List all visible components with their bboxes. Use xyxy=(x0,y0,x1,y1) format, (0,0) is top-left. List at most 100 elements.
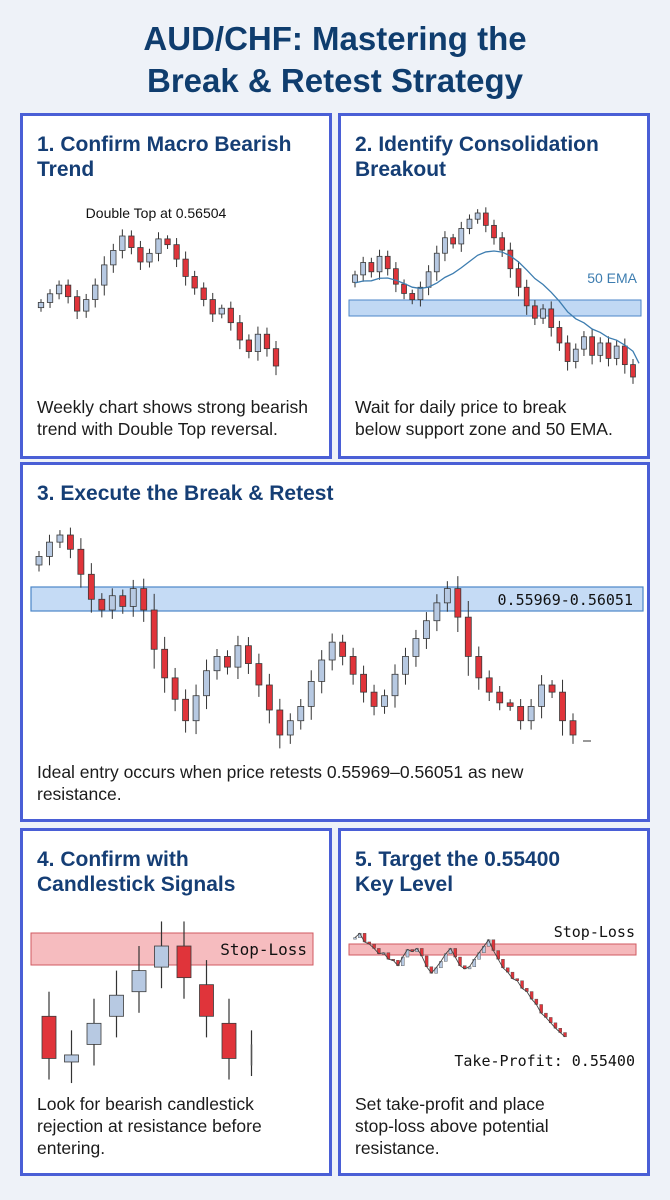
bearish-candle xyxy=(454,588,462,618)
bearish-candle xyxy=(450,237,456,245)
page-title: AUD/CHF: Mastering the Break & Retest St… xyxy=(0,18,670,102)
bullish-candle xyxy=(376,255,383,273)
panel-title-line: Breakout xyxy=(355,158,447,181)
bullish-candle xyxy=(458,228,465,245)
page-title-line2: Break & Retest Strategy xyxy=(147,62,523,99)
bullish-candle xyxy=(572,348,579,362)
bearish-candle xyxy=(65,284,72,298)
bullish-candle xyxy=(353,937,357,940)
bearish-candle xyxy=(182,258,189,277)
bearish-candle xyxy=(621,345,628,366)
bullish-candle xyxy=(328,641,336,661)
bearish-candle xyxy=(191,276,198,289)
bearish-candle xyxy=(67,534,74,550)
ema-label: 50 EMA xyxy=(587,270,637,286)
panel-description: Ideal entry occurs when price retests 0.… xyxy=(37,761,635,805)
double-top-label: Double Top at 0.56504 xyxy=(86,205,227,221)
bullish-candle xyxy=(254,333,262,352)
bullish-candle xyxy=(540,308,546,319)
bearish-candle xyxy=(605,342,612,359)
bearish-candle xyxy=(128,235,135,248)
bullish-candle xyxy=(466,218,473,229)
bullish-candle xyxy=(381,695,388,707)
bullish-candle xyxy=(119,235,126,251)
bullish-candle xyxy=(307,681,315,707)
bullish-candle xyxy=(417,286,424,301)
ema-50-line xyxy=(354,250,640,364)
zone-label: 0.55969-0.56051 xyxy=(498,591,633,609)
bullish-candle xyxy=(108,595,116,611)
bearish-candle xyxy=(176,945,192,979)
panel-title-line: 4. Confirm with xyxy=(37,848,189,871)
bullish-candle xyxy=(360,262,367,276)
bearish-candle xyxy=(515,268,522,288)
bearish-candle xyxy=(506,702,514,707)
bullish-candle xyxy=(352,274,358,283)
bearish-candle xyxy=(563,1032,567,1038)
bearish-candle xyxy=(263,333,271,350)
bearish-candle xyxy=(485,677,493,693)
daily-breakout-chart: 50 EMA xyxy=(348,207,642,384)
bearish-candle xyxy=(409,293,416,301)
bearish-candle xyxy=(548,684,556,693)
bullish-candle xyxy=(213,656,221,672)
candlestick-signal-chart: Stop-Loss xyxy=(30,921,314,1084)
bearish-candle xyxy=(272,348,280,367)
bearish-candle xyxy=(182,698,189,722)
bearish-candle xyxy=(368,262,375,273)
panel-description: Weekly chart shows strong bearish trend … xyxy=(37,396,317,440)
bearish-candle xyxy=(556,327,563,344)
bullish-candle xyxy=(425,271,432,288)
panel-description: Wait for daily price to break below supp… xyxy=(355,396,635,440)
bearish-candle xyxy=(517,706,525,722)
bullish-candle xyxy=(538,684,545,707)
desc-line: rejection at resistance before xyxy=(37,1116,262,1136)
bullish-candle xyxy=(154,945,169,968)
bullish-candle xyxy=(218,307,225,315)
desc-line: Set take-profit and place xyxy=(355,1094,545,1114)
bullish-candle xyxy=(83,299,90,312)
desc-line: trend with Double Top reversal. xyxy=(37,419,278,439)
panel-title-line: 1. Confirm Macro Bearish xyxy=(37,133,292,156)
bearish-candle xyxy=(496,691,504,704)
panel-title-line: Key Level xyxy=(355,873,454,896)
panel-4: 4. Confirm with Candlestick Signals Stop… xyxy=(20,828,332,1176)
bearish-candle xyxy=(199,984,214,1017)
bullish-candle xyxy=(234,645,242,668)
panel-title-line: 3. Execute the Break & Retest xyxy=(37,482,334,505)
bullish-candle xyxy=(527,706,535,722)
bullish-candle xyxy=(402,656,409,675)
desc-line: Wait for daily price to break xyxy=(355,397,567,417)
bearish-candle xyxy=(236,322,243,341)
panel-title: 2. Identify Consolidation Breakout xyxy=(355,132,637,182)
desc-line: stop-loss above potential xyxy=(355,1116,549,1136)
bearish-candle xyxy=(360,673,367,693)
bearish-candle xyxy=(224,656,231,668)
bullish-candle xyxy=(442,237,448,254)
bullish-candle xyxy=(129,588,137,607)
panel-2: 2. Identify Consolidation Breakout 50 EM… xyxy=(338,113,650,459)
stop-loss-label: Stop-Loss xyxy=(220,940,307,959)
support-zone xyxy=(348,299,642,317)
bullish-candle xyxy=(203,670,210,697)
bullish-candle xyxy=(391,673,399,697)
bullish-candle xyxy=(37,302,45,309)
bearish-candle xyxy=(276,709,284,736)
bearish-candle xyxy=(564,342,571,362)
bullish-candle xyxy=(64,1054,79,1063)
bullish-candle xyxy=(35,556,43,566)
bullish-candle xyxy=(110,250,117,266)
bullish-candle xyxy=(109,994,124,1017)
bearish-candle xyxy=(265,684,273,711)
bearish-candle xyxy=(464,616,472,657)
bearish-candle xyxy=(384,255,391,270)
panel-title-line: Candlestick Signals xyxy=(37,873,236,896)
bearish-candle xyxy=(548,308,555,328)
bearish-candle xyxy=(140,588,148,611)
panel-description: Set take-profit and place stop-loss abov… xyxy=(355,1093,635,1159)
panel-title: 1. Confirm Macro Bearish Trend xyxy=(37,132,319,182)
bullish-candle xyxy=(155,238,162,254)
bearish-candle xyxy=(245,645,252,664)
bearish-candle xyxy=(507,249,514,270)
bullish-candle xyxy=(581,336,587,350)
